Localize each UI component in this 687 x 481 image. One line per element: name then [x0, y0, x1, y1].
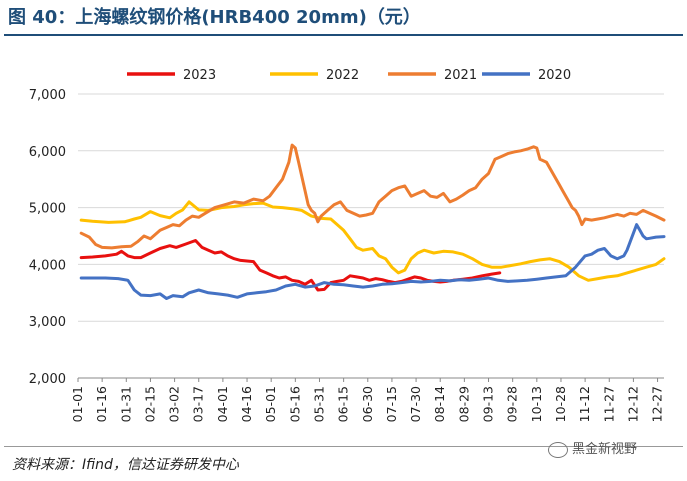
x-tick-label: 01-16	[94, 386, 109, 422]
figure-title: 图 40：上海螺纹钢价格(HRB400 20mm)（元）	[8, 7, 421, 28]
x-tick-label: 04-01	[215, 386, 230, 422]
legend-label-2023: 2023	[183, 68, 216, 83]
y-tick-label: 6,000	[29, 145, 66, 160]
y-tick-label: 3,000	[29, 315, 66, 330]
legend-label-2021: 2021	[444, 68, 477, 83]
y-tick-label: 7,000	[29, 88, 66, 103]
x-tick-label: 05-01	[263, 386, 278, 422]
x-axis: 01-01 01-16 01-31 02-15 03-02 03-17 04-01 04-16…	[70, 377, 665, 422]
legend-label-2020: 2020	[538, 68, 571, 83]
x-tick-label: 05-16	[287, 386, 302, 422]
x-tick-label: 10-13	[529, 386, 544, 422]
y-axis: 2,000 3,000 4,000 5,000 6,000 7,000	[29, 88, 66, 387]
legend: 2023 2022 2021 2020	[127, 68, 571, 83]
y-tick-label: 2,000	[29, 372, 66, 387]
x-tick-label: 01-01	[70, 386, 85, 422]
series-line-2022	[79, 200, 666, 282]
x-tick-label: 08-29	[456, 386, 471, 422]
x-tick-label: 09-13	[481, 386, 496, 422]
x-tick-label: 03-02	[167, 386, 182, 422]
series-layer	[79, 143, 666, 300]
y-tick-label: 4,000	[29, 258, 66, 273]
watermark-text: 黑金新视野	[572, 442, 638, 457]
x-tick-label: 11-12	[577, 386, 592, 422]
x-tick-label: 10-28	[553, 386, 568, 422]
x-tick-label: 06-30	[360, 386, 375, 422]
grid-layer	[78, 93, 664, 379]
series-line-2020	[79, 223, 666, 300]
series-line-2021	[79, 143, 666, 250]
title-rule	[4, 34, 683, 36]
watermark: 黑金新视野	[548, 438, 637, 458]
y-tick-label: 5,000	[29, 202, 66, 217]
x-tick-label: 07-15	[384, 386, 399, 422]
wechat-icon	[548, 441, 568, 458]
source-rule	[4, 446, 683, 447]
source-note: 资料来源：Ifind，信达证券研发中心	[12, 457, 239, 473]
x-tick-label: 06-15	[336, 386, 351, 422]
x-tick-label: 08-14	[432, 386, 447, 422]
series-line-2023	[79, 239, 502, 292]
x-tick-label: 09-28	[505, 386, 520, 422]
x-tick-label: 05-31	[311, 386, 326, 422]
x-tick-label: 01-31	[118, 386, 133, 422]
x-tick-label: 11-27	[601, 386, 616, 422]
x-tick-label: 04-16	[239, 386, 254, 422]
x-tick-label: 02-15	[142, 386, 157, 422]
x-tick-label: 12-27	[650, 386, 665, 422]
x-tick-label: 03-17	[191, 386, 206, 422]
legend-label-2022: 2022	[326, 68, 359, 83]
x-tick-label: 07-30	[408, 386, 423, 422]
x-tick-label: 12-12	[625, 386, 640, 422]
